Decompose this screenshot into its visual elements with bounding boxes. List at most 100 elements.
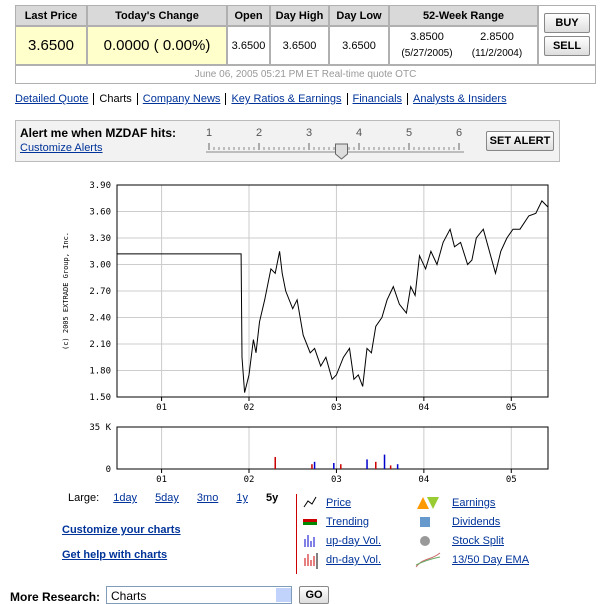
volume-bar bbox=[274, 457, 276, 469]
button-cell bbox=[538, 5, 596, 65]
x-tick-label: 05 bbox=[506, 403, 517, 413]
nav-link[interactable]: Company News bbox=[136, 93, 226, 105]
x-tick-label: 03 bbox=[331, 403, 342, 413]
range-low: 2.8500 bbox=[480, 31, 514, 43]
legend-item[interactable]: up-day Vol. bbox=[326, 535, 382, 547]
plot-border bbox=[116, 426, 549, 470]
nav-link[interactable]: Analysts & Insiders bbox=[407, 93, 512, 105]
range-label: Large: bbox=[68, 492, 100, 504]
icon bbox=[303, 496, 317, 508]
range-option[interactable]: 1y bbox=[236, 492, 248, 504]
legend-item[interactable]: Earnings bbox=[452, 497, 496, 509]
research-label: More Research: bbox=[10, 590, 101, 604]
x-tick-label: 04 bbox=[418, 403, 429, 413]
buy-button[interactable]: BUY bbox=[544, 13, 590, 33]
customize-link[interactable]: Customize your charts bbox=[62, 524, 181, 536]
y-tick-label: 3.60 bbox=[89, 208, 111, 218]
icon bbox=[420, 536, 430, 546]
slider[interactable]: 1 2 3 4 5 6 bbox=[200, 122, 470, 160]
range-option[interactable]: 5day bbox=[155, 492, 179, 504]
volume-bar bbox=[389, 465, 392, 469]
volume-bar bbox=[340, 464, 342, 469]
nav-link[interactable]: Detailed Quote bbox=[15, 93, 89, 105]
icon bbox=[304, 535, 315, 547]
icon bbox=[303, 519, 317, 522]
set-alert-button[interactable]: SET ALERT bbox=[486, 131, 554, 151]
legend-item[interactable]: Stock Split bbox=[452, 535, 504, 547]
sell-button[interactable]: SELL bbox=[544, 36, 590, 56]
price-line bbox=[117, 200, 549, 393]
volume-bar bbox=[333, 463, 335, 469]
range-option[interactable]: 5y bbox=[265, 492, 279, 504]
legend-item[interactable]: 13/50 Day EMA bbox=[452, 554, 530, 566]
x-tick-label: 01 bbox=[156, 403, 167, 413]
plot-area bbox=[116, 426, 549, 470]
legend-item[interactable]: Dividends bbox=[452, 516, 501, 528]
alert-link[interactable]: Customize Alerts bbox=[20, 142, 103, 154]
divider bbox=[296, 494, 297, 574]
range-low-date: (11/2/2004) bbox=[471, 48, 523, 59]
header: Last Price bbox=[15, 5, 87, 26]
range-option[interactable]: 1day bbox=[113, 492, 138, 504]
x-tick-label: 01 bbox=[156, 475, 167, 485]
range-selector: Large: 1day 5day 3mo 1y 5y bbox=[68, 492, 296, 504]
range-cell bbox=[389, 26, 538, 65]
day-low: 3.6500 bbox=[329, 26, 389, 65]
slider-tick-label: 6 bbox=[456, 127, 462, 139]
slider-tick-label: 5 bbox=[406, 127, 412, 139]
change: 0.0000 ( 0.00%) bbox=[87, 26, 227, 65]
nav-link[interactable]: Financials bbox=[346, 93, 408, 105]
research-select[interactable]: Charts bbox=[106, 586, 292, 604]
help-link[interactable]: Get help with charts bbox=[62, 549, 168, 561]
volume-bar bbox=[383, 454, 386, 469]
y-tick-label: 3.00 bbox=[89, 261, 111, 271]
legend-item[interactable]: dn-day Vol. bbox=[326, 554, 382, 566]
alert-box bbox=[15, 120, 560, 162]
icon bbox=[420, 517, 430, 527]
icon bbox=[427, 497, 439, 509]
x-tick-label: 02 bbox=[244, 403, 255, 413]
x-tick-label: 05 bbox=[506, 475, 517, 485]
range-high-date: (5/27/2005) bbox=[401, 48, 453, 59]
icon bbox=[415, 556, 441, 566]
timestamp: June 06, 2005 05:21 PM ET Real-time quot… bbox=[15, 65, 596, 84]
slider-tick-label: 2 bbox=[256, 127, 262, 139]
nav-link[interactable]: Key Ratios & Earnings bbox=[225, 93, 347, 105]
y-tick-label: 1.50 bbox=[89, 393, 111, 403]
open: 3.6500 bbox=[227, 26, 270, 65]
go-button[interactable]: GO bbox=[299, 586, 329, 604]
range-option[interactable]: 3mo bbox=[196, 492, 219, 504]
y-tick-label: 2.10 bbox=[89, 340, 111, 350]
header: Open bbox=[227, 5, 270, 26]
y-tick-label: 3.30 bbox=[89, 234, 111, 244]
dropdown-arrow[interactable] bbox=[276, 588, 291, 602]
legend-item[interactable]: Trending bbox=[326, 516, 370, 528]
header: 52-Week Range bbox=[389, 5, 538, 26]
header: Today's Change bbox=[87, 5, 227, 26]
day-high: 3.6500 bbox=[270, 26, 329, 65]
volume-bar bbox=[366, 459, 368, 469]
copyright: (c) 2005 EXTRADE Group, Inc. bbox=[62, 232, 70, 350]
x-tick-label: 03 bbox=[331, 475, 342, 485]
charts: 1.50 1.80 2.10 2.40 2.70 3.00 3.30 3.60 3.90 01 02… bbox=[62, 181, 549, 485]
plot-border bbox=[116, 184, 549, 398]
volume-bar bbox=[396, 464, 399, 469]
slider-tick-label: 3 bbox=[306, 127, 312, 139]
nav: Detailed Quote Charts Company News Key Rati… bbox=[15, 93, 512, 105]
icon bbox=[304, 554, 315, 566]
x-tick-label: 04 bbox=[418, 475, 429, 485]
icon bbox=[415, 552, 441, 568]
legend-item[interactable]: Price bbox=[326, 497, 352, 509]
header: Day Low bbox=[329, 5, 389, 26]
y-tick-label: 2.40 bbox=[89, 314, 111, 324]
slider-tick-label: 4 bbox=[356, 127, 362, 139]
legend-icons bbox=[303, 496, 318, 569]
y-tick-label: 1.80 bbox=[89, 367, 111, 377]
volume-bar bbox=[313, 461, 316, 469]
y-tick-label: 35 K bbox=[89, 423, 111, 433]
y-tick-label: 0 bbox=[106, 465, 111, 475]
last-price: 3.6500 bbox=[15, 26, 87, 65]
volume-bar bbox=[375, 461, 377, 469]
icon bbox=[303, 522, 317, 525]
